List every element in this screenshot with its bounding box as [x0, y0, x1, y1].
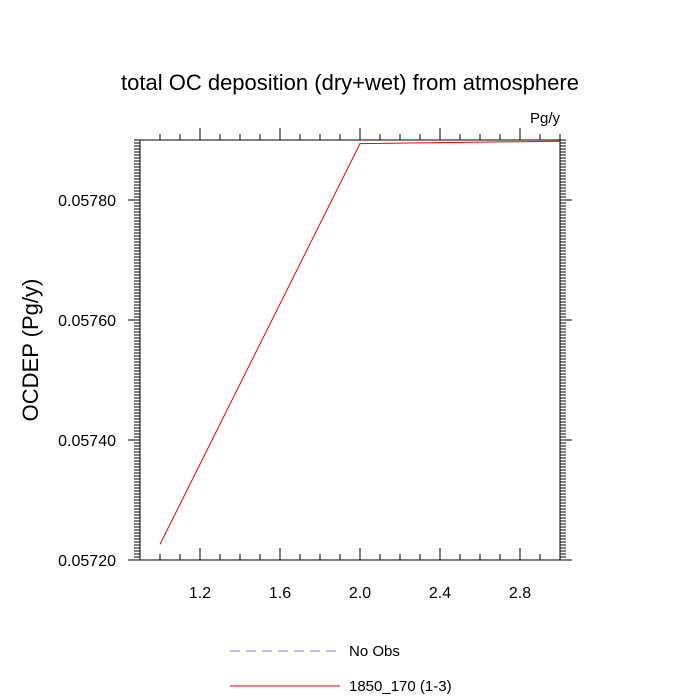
y-tick-label: 0.05740	[58, 433, 116, 450]
plot-frame	[139, 139, 561, 561]
y-tick-labels: 0.05720 0.05740 0.05760 0.05780	[58, 193, 116, 570]
x-tick-label: 1.6	[269, 585, 291, 602]
x-tick-label: 2.0	[349, 585, 371, 602]
x-tick-label: 1.2	[189, 585, 211, 602]
x-tick-label: 2.4	[429, 585, 451, 602]
y-tick-label: 0.05760	[58, 313, 116, 330]
x-tick-label: 2.8	[509, 585, 531, 602]
axis-ticks	[128, 128, 572, 561]
legend-label: No Obs	[349, 643, 400, 660]
x-tick-labels: 1.2 1.6 2.0 2.4 2.8	[189, 585, 531, 602]
legend: No Obs 1850_170 (1-3)	[230, 643, 452, 695]
series-group	[159, 140, 561, 545]
chart-title: total OC deposition (dry+wet) from atmos…	[121, 70, 579, 95]
y-tick-label: 0.05780	[58, 193, 116, 210]
y-axis-label: OCDEP (Pg/y)	[18, 279, 43, 422]
units-label: Pg/y	[530, 110, 561, 127]
y-tick-label: 0.05720	[58, 553, 116, 570]
series-line	[159, 140, 561, 545]
legend-label: 1850_170 (1-3)	[349, 678, 452, 695]
